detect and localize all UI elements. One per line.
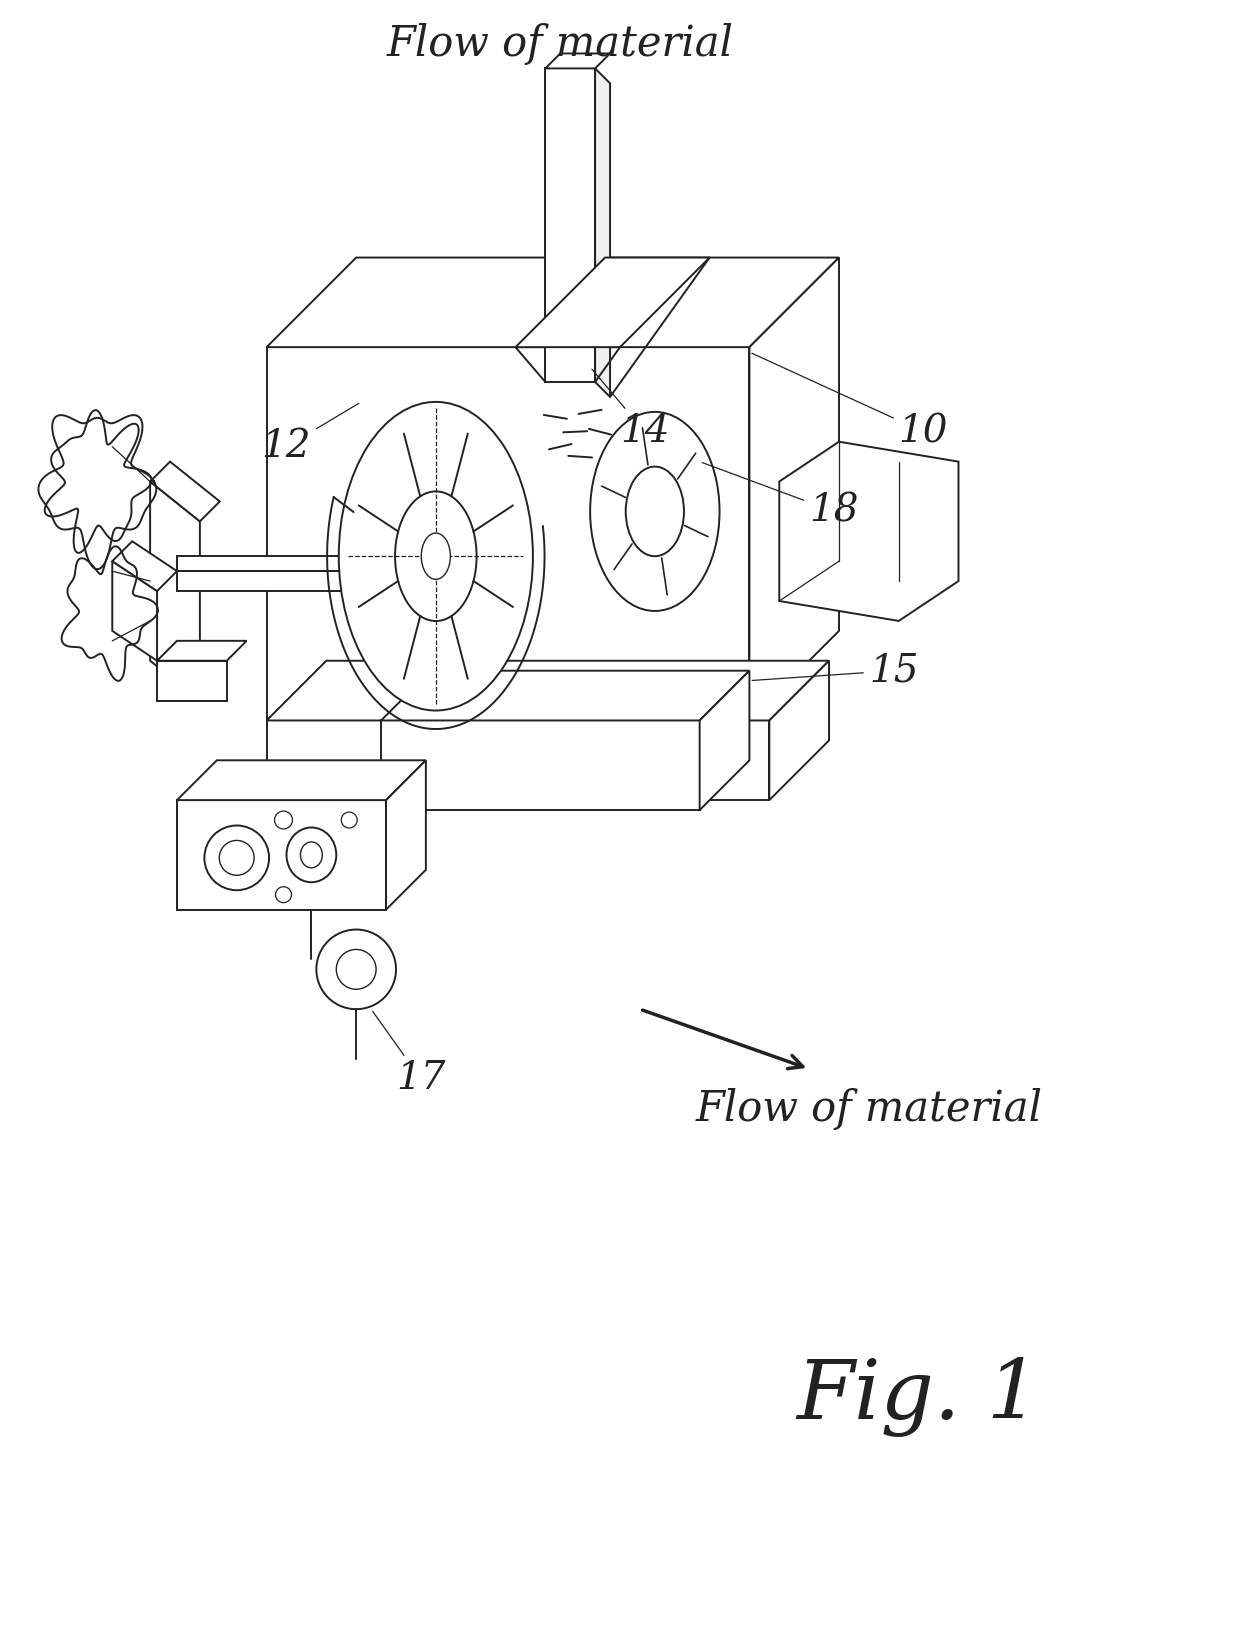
Ellipse shape	[396, 492, 476, 620]
Ellipse shape	[300, 842, 322, 868]
Ellipse shape	[336, 949, 376, 990]
Polygon shape	[150, 482, 200, 701]
Polygon shape	[546, 68, 595, 383]
Polygon shape	[381, 721, 699, 810]
Polygon shape	[595, 68, 610, 398]
Ellipse shape	[275, 886, 291, 903]
Polygon shape	[157, 640, 247, 660]
Text: 12: 12	[262, 403, 358, 465]
Polygon shape	[113, 541, 177, 591]
Text: 15: 15	[753, 652, 919, 690]
Text: Flow of material: Flow of material	[696, 1087, 1043, 1130]
Polygon shape	[749, 257, 839, 721]
Text: 18: 18	[702, 462, 858, 530]
Ellipse shape	[422, 533, 450, 579]
Ellipse shape	[274, 812, 293, 828]
Ellipse shape	[205, 825, 269, 891]
Polygon shape	[267, 660, 830, 721]
Ellipse shape	[341, 812, 357, 828]
Polygon shape	[779, 442, 959, 620]
Polygon shape	[177, 571, 351, 591]
Polygon shape	[177, 556, 351, 571]
Ellipse shape	[316, 929, 396, 1010]
Text: 17: 17	[373, 1011, 445, 1097]
Ellipse shape	[590, 412, 719, 610]
Polygon shape	[381, 670, 749, 721]
Ellipse shape	[219, 840, 254, 874]
Ellipse shape	[339, 403, 533, 711]
Polygon shape	[546, 53, 610, 68]
Polygon shape	[177, 761, 425, 800]
Polygon shape	[267, 721, 769, 800]
Ellipse shape	[626, 467, 684, 556]
Polygon shape	[769, 660, 830, 800]
Polygon shape	[699, 670, 749, 810]
Polygon shape	[386, 761, 425, 909]
Ellipse shape	[286, 828, 336, 883]
Polygon shape	[267, 257, 839, 346]
Polygon shape	[177, 800, 386, 909]
Text: Fig. 1: Fig. 1	[797, 1358, 1040, 1437]
Polygon shape	[267, 346, 749, 721]
Text: 10: 10	[751, 353, 949, 450]
Polygon shape	[157, 660, 227, 701]
Polygon shape	[113, 561, 157, 660]
Polygon shape	[516, 257, 709, 346]
Text: 14: 14	[591, 370, 670, 450]
Text: Flow of material: Flow of material	[387, 23, 734, 64]
Polygon shape	[150, 462, 219, 521]
